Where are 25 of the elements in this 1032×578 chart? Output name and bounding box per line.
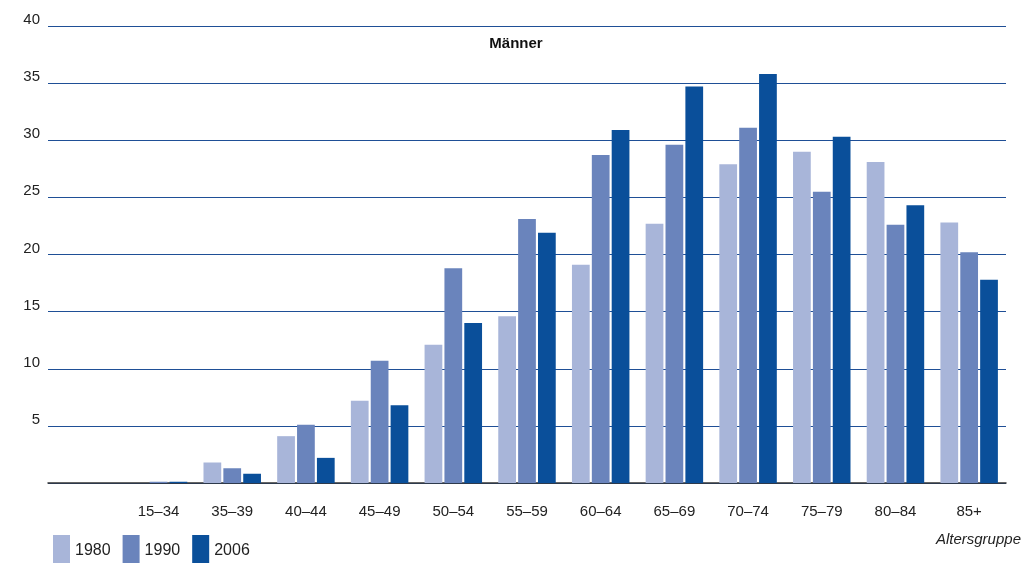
x-tick-label: 60–64 <box>579 502 622 519</box>
text: Männer <box>489 34 543 51</box>
x-tick-label: 65–69 <box>653 502 696 519</box>
legend-label: 1990 <box>144 540 181 558</box>
y-tick-label: 35 <box>23 67 40 85</box>
legend-label: 2006 <box>214 540 250 558</box>
y-tick-label: 40 <box>23 10 40 27</box>
x-tick-label: 55–59 <box>506 502 548 519</box>
legend-label: 1980 <box>75 540 111 558</box>
y-tick-label: 5 <box>31 409 40 427</box>
x-tick-label: 85+ <box>956 502 983 519</box>
x-tick-label: 50–54 <box>432 502 475 519</box>
x-tick-label: 15–34 <box>137 502 180 519</box>
x-tick-label: 70–74 <box>727 502 769 519</box>
y-tick-label: 25 <box>23 181 40 199</box>
x-tick-label: 75–79 <box>800 502 843 519</box>
y-tick-label: 30 <box>23 124 40 142</box>
x-tick-label: 45–49 <box>358 502 401 519</box>
y-tick-label: 20 <box>23 238 40 256</box>
x-tick-label: 40–44 <box>285 502 327 519</box>
y-tick-label: 10 <box>23 352 40 370</box>
x-tick-label: 35–39 <box>211 502 254 519</box>
x-axis-title: Altersgruppe <box>934 530 1021 547</box>
x-tick-label: 80–84 <box>874 502 917 519</box>
y-tick-label: 15 <box>23 295 40 313</box>
